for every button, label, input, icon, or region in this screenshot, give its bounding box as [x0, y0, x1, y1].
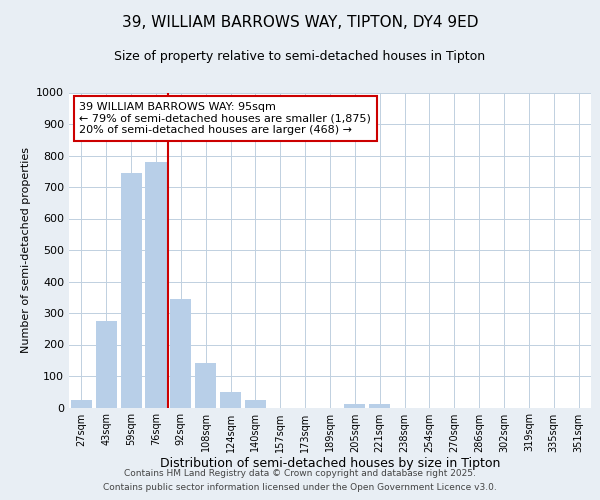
Text: Contains public sector information licensed under the Open Government Licence v3: Contains public sector information licen…: [103, 484, 497, 492]
Bar: [369, 404, 390, 407]
Bar: [71, 400, 92, 407]
Bar: [344, 404, 365, 407]
Bar: [96, 321, 117, 408]
Bar: [195, 364, 216, 408]
Text: Contains HM Land Registry data © Crown copyright and database right 2025.: Contains HM Land Registry data © Crown c…: [124, 468, 476, 477]
Y-axis label: Number of semi-detached properties: Number of semi-detached properties: [20, 147, 31, 353]
Bar: [145, 162, 167, 408]
Text: 39, WILLIAM BARROWS WAY, TIPTON, DY4 9ED: 39, WILLIAM BARROWS WAY, TIPTON, DY4 9ED: [122, 15, 478, 30]
Bar: [170, 299, 191, 408]
Bar: [220, 392, 241, 407]
Bar: [121, 173, 142, 408]
Bar: [245, 400, 266, 407]
Text: Size of property relative to semi-detached houses in Tipton: Size of property relative to semi-detach…: [115, 50, 485, 63]
X-axis label: Distribution of semi-detached houses by size in Tipton: Distribution of semi-detached houses by …: [160, 458, 500, 470]
Text: 39 WILLIAM BARROWS WAY: 95sqm
← 79% of semi-detached houses are smaller (1,875)
: 39 WILLIAM BARROWS WAY: 95sqm ← 79% of s…: [79, 102, 371, 135]
